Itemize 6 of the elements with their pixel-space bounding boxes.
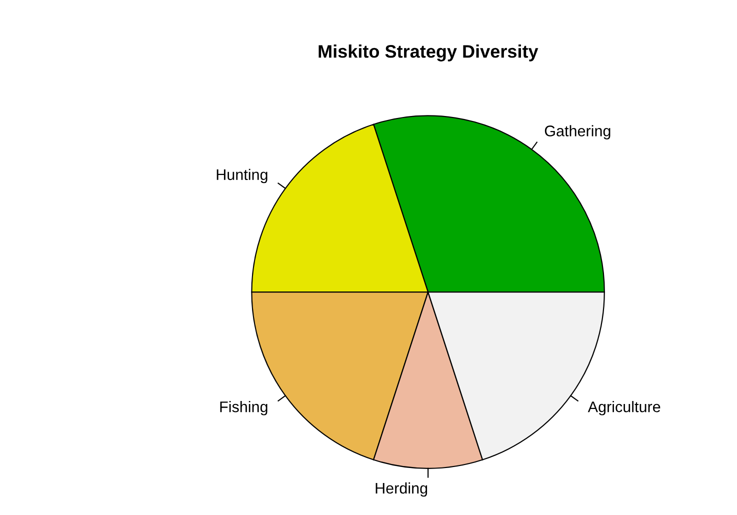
slice-label: Fishing [220,401,268,416]
slice-label: Hunting [216,168,268,184]
slice-label: Agriculture [588,401,660,416]
slice-label: Gathering [544,125,610,140]
chart-title: Miskito Strategy Diversity [318,44,538,62]
slice-label: Herding [376,482,428,497]
